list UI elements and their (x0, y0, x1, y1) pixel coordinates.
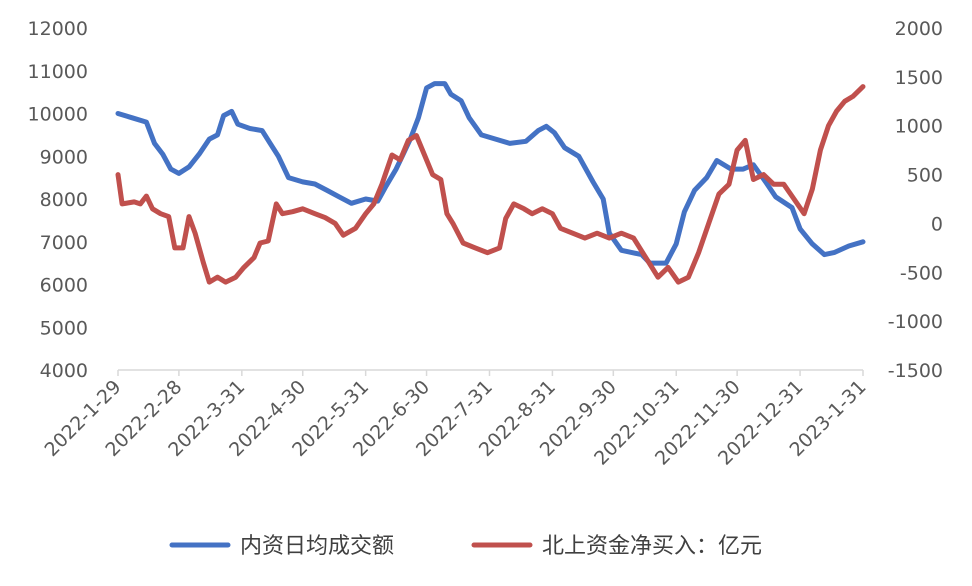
y-right-tick-label: 2000 (895, 18, 943, 40)
y-right-tick-label: 1500 (895, 67, 943, 89)
y-right-tick-label: -1500 (888, 360, 943, 382)
y-left-tick-label: 7000 (40, 232, 88, 254)
series-line-northbound-net-buy (115, 84, 866, 285)
y-left-tick-label: 12000 (28, 18, 88, 40)
y-left-tick-label: 9000 (40, 146, 88, 168)
y-right-tick-label: -500 (900, 262, 943, 284)
series-line-domestic-turnover (115, 81, 866, 266)
y-left-tick-label: 5000 (40, 317, 88, 339)
y-right-tick-label: 0 (931, 213, 943, 235)
y-left-tick-label: 8000 (40, 189, 88, 211)
y-right-tick-label: 1000 (895, 116, 943, 138)
legend-label-domestic-turnover: 内资日均成交额 (240, 534, 394, 559)
y-left-tick-label: 11000 (28, 61, 88, 83)
y-right-tick-label: 500 (907, 165, 943, 187)
y-left-tick-label: 4000 (40, 360, 88, 382)
legend-label-northbound-net-buy: 北上资金净买入：亿元 (542, 534, 762, 559)
y-right-tick-label: -1000 (888, 311, 943, 333)
y-left-tick-label: 6000 (40, 275, 88, 297)
y-left-tick-label: 10000 (28, 104, 88, 126)
